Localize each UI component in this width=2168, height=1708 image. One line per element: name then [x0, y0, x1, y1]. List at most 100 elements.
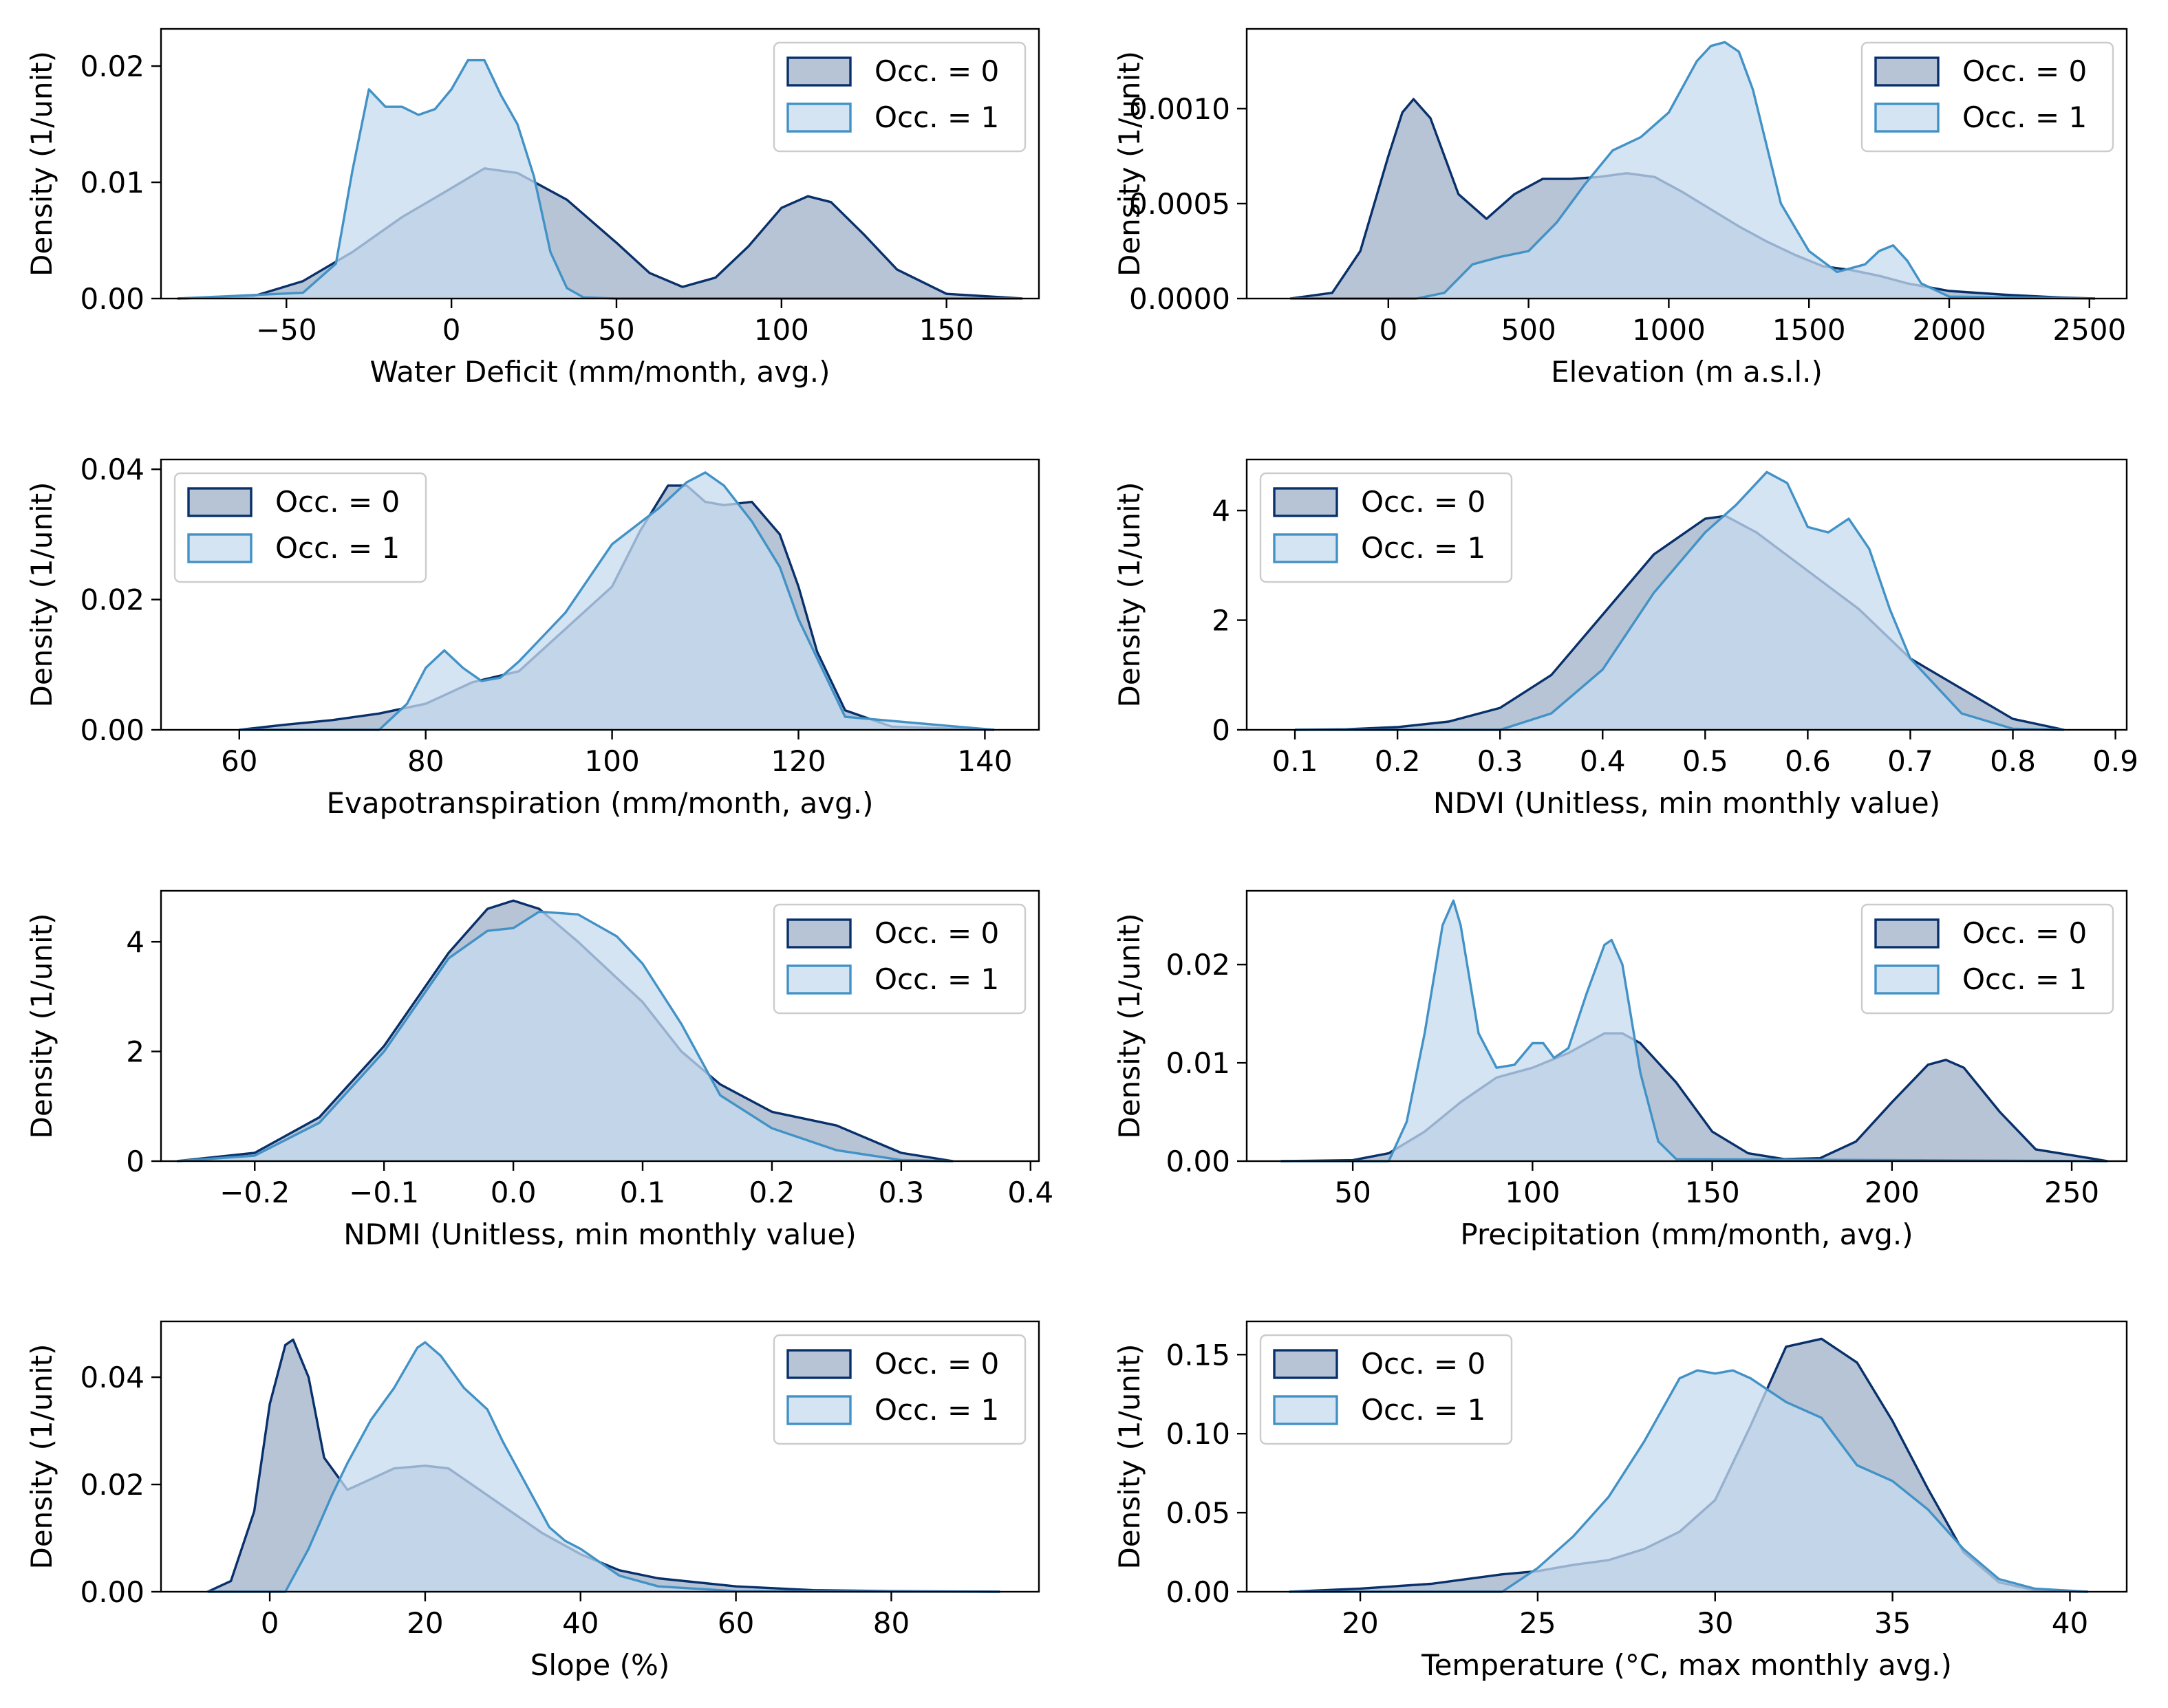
legend-swatch-occ-1 [1874, 964, 1940, 995]
y-tick-label: 0.00 [80, 713, 144, 747]
x-tick-label: 150 [1685, 1176, 1740, 1209]
axes-frame [160, 458, 1040, 731]
x-tick-label: 0 [442, 313, 461, 347]
x-tick-label: −50 [256, 313, 317, 347]
x-tick-label: 0.1 [1272, 744, 1318, 778]
x-tick-label: 20 [407, 1606, 443, 1640]
legend-swatch-occ-0 [1273, 487, 1338, 517]
legend-swatch-occ-0 [786, 918, 852, 949]
x-tick-label: 0.3 [1477, 744, 1523, 778]
x-tick-label: −0.2 [219, 1176, 290, 1209]
y-tick-label: 0.10 [1166, 1417, 1230, 1451]
legend-label-occ-0: Occ. = 0 [1361, 1347, 1485, 1381]
density-curve-occ-0 [1295, 515, 2065, 731]
x-tick-label: 80 [407, 744, 444, 778]
y-tick-label: 0.04 [80, 453, 144, 486]
x-tick-label: 0.8 [1990, 744, 2036, 778]
legend-label-occ-0: Occ. = 0 [275, 485, 400, 519]
chart-panel-8: 20 25 30 35 40 0.00 0.05 0.10 0.15 Temperature (°… [1113, 1320, 2128, 1682]
legend-label-occ-0: Occ. = 0 [1962, 916, 2087, 950]
y-axis-label: Density (1/unit) [25, 913, 58, 1138]
x-tick-label: 1000 [1632, 313, 1706, 347]
density-curve-occ-1 [177, 58, 1022, 300]
x-axis-label: NDVI (Unitless, min monthly value) [1433, 786, 1940, 820]
legend: Occ. = 0 Occ. = 1 [773, 1334, 1027, 1445]
axes-frame [1245, 889, 2128, 1163]
x-tick-label: 0.3 [878, 1176, 924, 1209]
legend: Occ. = 0 Occ. = 1 [1860, 903, 2114, 1015]
legend-swatch-occ-0 [1874, 56, 1940, 87]
density-curve-occ-0 [239, 484, 995, 731]
legend-swatch-occ-0 [1273, 1349, 1338, 1379]
legend-swatch-occ-1 [786, 102, 852, 133]
x-axis-label: Water Deficit (mm/month, avg.) [369, 355, 830, 389]
y-axis-label: Density (1/unit) [1113, 51, 1146, 277]
legend-swatch-occ-1 [187, 533, 253, 563]
chart-panel-5: −0.2 −0.1 0.0 0.1 0.2 0.3 0.4 0 2 4 NDMI (Unitless… [25, 889, 1053, 1251]
y-tick-label: 0.02 [80, 583, 144, 617]
y-tick-label: 0.02 [1166, 948, 1230, 982]
y-tick-label: 2 [1212, 604, 1230, 638]
x-tick-label: 0.4 [1007, 1176, 1053, 1209]
chart-panel-2: 0 500 1000 1500 2000 2500 0.0000 0.0005 0.0010 El… [1113, 28, 2128, 389]
y-axis-label: Density (1/unit) [25, 51, 58, 277]
legend-label-occ-1: Occ. = 1 [1962, 962, 2087, 996]
legend-label-occ-1: Occ. = 1 [1962, 100, 2087, 134]
chart-panel-6: 50 100 150 200 250 0.00 0.01 0.02 Precipitation … [1113, 889, 2128, 1251]
x-tick-label: 150 [919, 313, 974, 347]
y-tick-label: 2 [126, 1035, 144, 1069]
density-area-occ-1 [239, 472, 994, 730]
x-axis-label: Elevation (m a.s.l.) [1551, 355, 1823, 389]
x-tick-label: 2000 [1913, 313, 1986, 347]
x-tick-label: 200 [1865, 1176, 1920, 1209]
density-area-occ-1 [1290, 42, 2095, 299]
y-tick-label: 0.04 [80, 1361, 144, 1394]
density-curve-occ-1 [207, 1341, 1000, 1593]
legend: Occ. = 0 Occ. = 1 [1259, 472, 1513, 583]
x-tick-label: 500 [1501, 313, 1556, 347]
legend-swatch-occ-0 [786, 56, 852, 87]
x-tick-label: 250 [2044, 1176, 2099, 1209]
legend-label-occ-1: Occ. = 1 [874, 962, 999, 996]
density-curve-occ-1 [1289, 1369, 2088, 1593]
axes-frame [1245, 458, 2128, 731]
y-tick-label: 4 [126, 925, 144, 959]
axes-frame [160, 1320, 1040, 1593]
x-tick-label: 0 [1379, 313, 1397, 347]
legend-label-occ-0: Occ. = 0 [874, 1347, 999, 1381]
density-area-occ-1 [1289, 1370, 2088, 1592]
x-tick-label: 0.4 [1580, 744, 1626, 778]
legend-label-occ-0: Occ. = 0 [1962, 54, 2087, 88]
legend-swatch-occ-0 [187, 487, 253, 517]
y-tick-label: 0.00 [1166, 1145, 1230, 1178]
legend-label-occ-1: Occ. = 1 [874, 1393, 999, 1427]
y-axis-label: Density (1/unit) [25, 482, 58, 707]
legend-swatch-occ-1 [1874, 102, 1940, 133]
y-tick-label: 0.00 [80, 1575, 144, 1609]
x-axis-label: Evapotranspiration (mm/month, avg.) [327, 786, 874, 820]
density-curve-occ-1 [239, 471, 995, 731]
x-tick-label: 25 [1519, 1606, 1556, 1640]
legend-label-occ-1: Occ. = 1 [275, 531, 400, 565]
x-tick-label: 35 [1874, 1606, 1911, 1640]
y-tick-label: 0.01 [1166, 1046, 1230, 1080]
y-tick-label: 0.05 [1166, 1496, 1230, 1530]
x-tick-label: 40 [2052, 1606, 2088, 1640]
density-area-occ-1 [177, 911, 953, 1161]
axes-frame [160, 28, 1040, 300]
density-area-occ-1 [1280, 900, 2108, 1161]
x-tick-label: 0.2 [1375, 744, 1421, 778]
x-tick-label: 0.0 [491, 1176, 537, 1209]
x-tick-label: 0.1 [620, 1176, 666, 1209]
legend: Occ. = 0 Occ. = 1 [773, 903, 1027, 1015]
x-tick-label: 120 [771, 744, 826, 778]
legend-label-occ-1: Occ. = 1 [1361, 1393, 1485, 1427]
y-tick-label: 0.15 [1166, 1338, 1230, 1372]
x-tick-label: 100 [754, 313, 809, 347]
y-tick-label: 4 [1212, 494, 1230, 528]
legend-swatch-occ-1 [786, 964, 852, 995]
x-axis-label: Temperature (°C, max monthly avg.) [1421, 1648, 1952, 1682]
y-axis-label: Density (1/unit) [1113, 913, 1146, 1138]
x-tick-label: 60 [221, 744, 257, 778]
